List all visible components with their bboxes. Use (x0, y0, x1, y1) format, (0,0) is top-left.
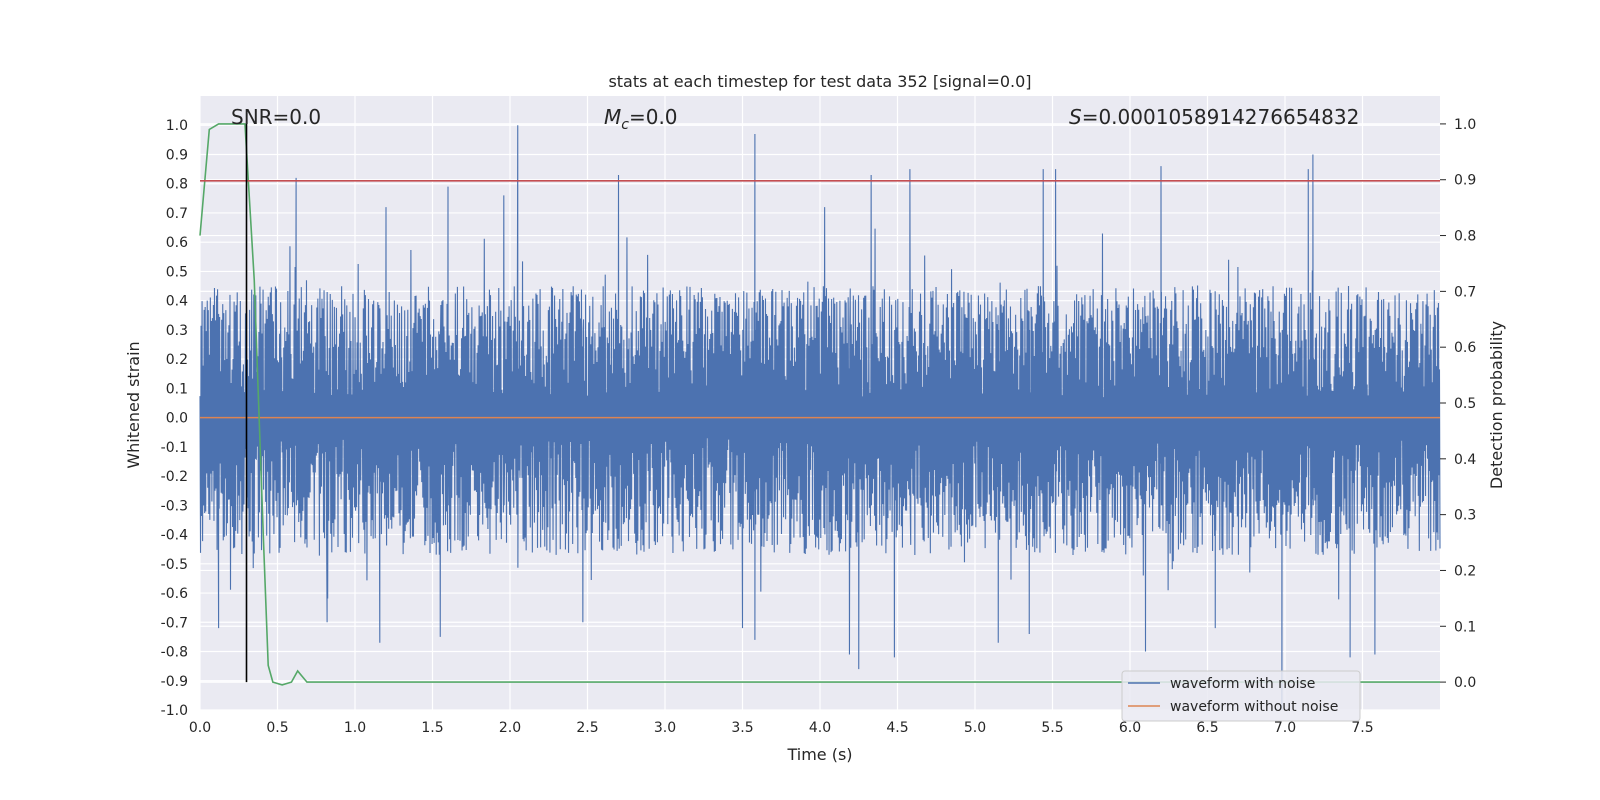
y-tick-label-left: 1.0 (166, 118, 188, 134)
x-axis-label: Time (s) (786, 745, 852, 764)
y-tick-label-right: 1.0 (1454, 117, 1476, 133)
y-tick-label-right: 0.2 (1454, 563, 1476, 579)
y-tick-label-left: -1.0 (161, 703, 188, 719)
y-tick-label-left: -0.5 (161, 557, 188, 573)
x-tick-label: 3.5 (731, 720, 753, 736)
y-tick-label-left: 0.0 (166, 411, 188, 427)
y-tick-label-left: 0.1 (166, 381, 188, 397)
mc-annotation: Mc=0.0 (604, 105, 678, 133)
y-axis-label-left: Whitened strain (124, 341, 143, 468)
x-tick-label: 2.5 (576, 720, 598, 736)
x-tick-label: 1.5 (421, 720, 443, 736)
x-tick-label: 4.0 (809, 720, 831, 736)
y-tick-label-left: 0.2 (166, 352, 188, 368)
series-detection-probability (199, 123, 1440, 686)
y-tick-label-right: 0.4 (1454, 452, 1476, 468)
y-tick-label-left: -0.8 (161, 645, 188, 661)
y-tick-label-right: 0.1 (1454, 619, 1476, 635)
s-symbol: S (1069, 105, 1082, 129)
x-tick-label: 0.0 (189, 720, 211, 736)
y-tick-label-right: 0.0 (1454, 675, 1476, 691)
y-tick-label-left: -0.2 (161, 469, 188, 485)
y-tick-label-left: 0.7 (166, 206, 188, 222)
x-ticks: 0.0 0.5 1.0 1.5 2.0 2.5 3.0 3.5 4.0 4.5 5.0 5.5 6.0 6… (189, 720, 1374, 736)
s-value: =0.0001058914276654832 (1082, 105, 1360, 129)
y-tick-label-left: -0.9 (161, 674, 188, 690)
mc-symbol: M (604, 105, 621, 129)
legend-box (1121, 670, 1361, 722)
x-tick-label: 5.0 (964, 720, 986, 736)
y-tick-label-right: 0.5 (1454, 396, 1476, 412)
right-y-ticks: 0.0 0.1 0.2 0.3 0.4 0.5 0.6 0.7 0.8 0.9 1.0 (1440, 117, 1476, 691)
legend: waveform with noise waveform without noi… (1121, 670, 1361, 722)
y-tick-label-right: 0.3 (1454, 508, 1476, 524)
y-tick-label-right: 0.8 (1454, 229, 1476, 245)
y-tick-label-left: 0.4 (166, 294, 188, 310)
y-tick-label-left: 0.5 (166, 264, 188, 280)
mc-subscript: c (621, 117, 629, 133)
y-tick-label-left: 0.6 (166, 235, 188, 251)
series-waveform-with-noise (199, 125, 1441, 711)
x-tick-label: 0.5 (266, 720, 288, 736)
y-tick-label-left: -0.6 (161, 586, 188, 602)
s-annotation: S=0.0001058914276654832 (1069, 105, 1359, 129)
x-tick-label: 5.5 (1041, 720, 1063, 736)
mc-value: =0.0 (629, 105, 678, 129)
y-tick-label-left: 0.9 (166, 147, 188, 163)
x-tick-label: 7.0 (1274, 720, 1296, 736)
y-tick-label-left: -0.7 (161, 615, 188, 631)
y-axis-label-right: Detection probability (1487, 321, 1506, 489)
y-tick-label-right: 0.6 (1454, 340, 1476, 356)
x-tick-label: 4.5 (886, 720, 908, 736)
y-tick-label-right: 0.7 (1454, 284, 1476, 300)
legend-label-with-noise: waveform with noise (1170, 676, 1315, 692)
x-tick-label: 3.0 (654, 720, 676, 736)
y-tick-label-left: 0.8 (166, 177, 188, 193)
x-tick-label: 6.5 (1196, 720, 1218, 736)
y-tick-label-right: 0.9 (1454, 173, 1476, 189)
x-tick-label: 2.0 (499, 720, 521, 736)
y-tick-label-left: -0.1 (161, 440, 188, 456)
y-tick-label-left: -0.4 (161, 528, 188, 544)
chart-title: stats at each timestep for test data 352… (608, 72, 1031, 91)
y-tick-label-left: -0.3 (161, 498, 188, 514)
x-tick-label: 1.0 (344, 720, 366, 736)
series-layer (199, 123, 1441, 711)
left-y-ticks: -1.0 -0.9 -0.8 -0.7 -0.6 -0.5 -0.4 -0.3 -0.2 -0.1… (161, 118, 188, 719)
snr-annotation: SNR=0.0 (231, 105, 321, 129)
legend-label-without-noise: waveform without noise (1170, 699, 1338, 715)
y-tick-label-left: 0.3 (166, 323, 188, 339)
x-tick-label: 6.0 (1119, 720, 1141, 736)
x-tick-label: 7.5 (1351, 720, 1373, 736)
